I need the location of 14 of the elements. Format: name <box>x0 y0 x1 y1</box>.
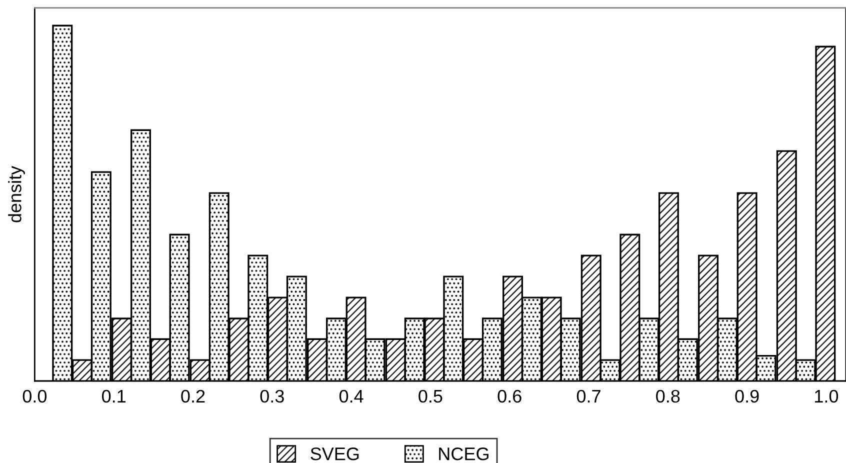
legend-label: SVEG <box>310 447 359 460</box>
x-tick-label: 0.0 <box>22 390 47 403</box>
x-tick-label: 0.2 <box>181 390 205 403</box>
x-tick-label: 0.3 <box>260 390 284 403</box>
x-tick-label: 0.1 <box>102 390 126 403</box>
x-tick-label: 0.4 <box>339 390 364 403</box>
x-tick-label: 0.9 <box>735 390 759 403</box>
legend-label: NCEG <box>439 447 488 460</box>
x-tick-label: 0.7 <box>576 390 600 403</box>
x-tick-label: 0.5 <box>418 390 442 403</box>
x-tick-label: 0.8 <box>656 390 680 403</box>
y-axis-title: density <box>8 166 25 222</box>
x-tick-label: 0.6 <box>498 390 522 403</box>
x-tick-label: 1.0 <box>815 390 838 403</box>
